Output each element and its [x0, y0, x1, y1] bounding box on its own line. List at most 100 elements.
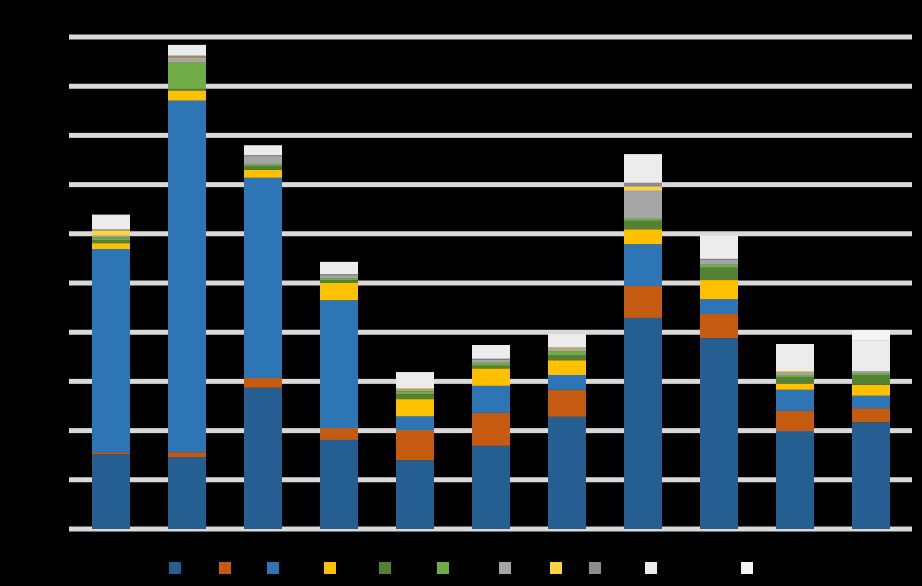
bar-segment: [700, 235, 738, 259]
bar-segment: [548, 349, 586, 352]
bar-segment: [700, 267, 738, 281]
bar-segment: [320, 439, 358, 529]
bar-segment: [168, 44, 206, 56]
bar-segment: [776, 383, 814, 390]
bar-segment: [396, 399, 434, 417]
bar-segment: [776, 376, 814, 384]
bar-segment: [776, 410, 814, 432]
bar-segment: [168, 90, 206, 101]
legend-swatch: [219, 562, 231, 574]
bar-segment: [776, 431, 814, 529]
bar-segment: [624, 220, 662, 230]
bar-segment: [624, 154, 662, 183]
bar-segment: [92, 243, 130, 250]
bar-segment: [624, 182, 662, 187]
bar-segment: [700, 313, 738, 339]
legend-swatch: [741, 562, 753, 574]
bar-segment: [168, 452, 206, 458]
bar-segment: [700, 299, 738, 314]
bar-segment: [320, 278, 358, 281]
bar-segment: [472, 344, 510, 359]
legend-swatch: [324, 562, 336, 574]
bar-segment: [244, 155, 282, 157]
bar-segment: [852, 373, 890, 376]
bar-segment: [548, 375, 586, 390]
bar-segment: [700, 258, 738, 260]
bar-segment: [548, 347, 586, 349]
bar-segment: [396, 430, 434, 461]
bar-segment: [548, 351, 586, 356]
bar-segment: [320, 300, 358, 429]
bar-segment: [168, 58, 206, 63]
bar-segment: [776, 389, 814, 411]
bar-segment: [244, 156, 282, 164]
bar-segment: [396, 391, 434, 395]
bar-segment: [852, 384, 890, 396]
bar-segment: [624, 190, 662, 219]
bar-segment: [472, 412, 510, 446]
bar-segment: [700, 280, 738, 300]
bar-segment: [244, 145, 282, 156]
bar-segment: [92, 249, 130, 453]
bar-segment: [320, 428, 358, 440]
bar-segment: [472, 359, 510, 363]
bar-segment: [472, 385, 510, 413]
bar-segment: [624, 317, 662, 529]
bar-segment: [852, 408, 890, 423]
bar-segment: [472, 358, 510, 360]
bar-segment: [776, 375, 814, 377]
legend-swatch: [589, 562, 601, 574]
bar-segment: [548, 355, 586, 361]
bar-segment: [168, 57, 206, 59]
bar-segment: [168, 62, 206, 89]
bar-segment: [852, 395, 890, 409]
bar-segment: [92, 452, 130, 455]
bar-segment: [168, 457, 206, 529]
bar-segment: [624, 229, 662, 245]
bar-segment: [92, 235, 130, 238]
bar-segment: [472, 362, 510, 366]
bar-segment: [396, 460, 434, 529]
bar-segment: [548, 360, 586, 376]
bar-segment: [244, 163, 282, 166]
bar-segment: [548, 334, 586, 348]
bar-segment: [624, 218, 662, 221]
bar-segment: [244, 387, 282, 529]
legend-swatch: [437, 562, 449, 574]
bar-segment: [244, 177, 282, 378]
bar-segment: [852, 371, 890, 374]
legend-swatch: [169, 562, 181, 574]
bar-segment: [396, 372, 434, 389]
legend-swatch: [499, 562, 511, 574]
bar-segment: [852, 422, 890, 529]
bar-segment: [244, 165, 282, 170]
bar-segment: [700, 338, 738, 529]
bar-segment: [92, 237, 130, 241]
bar-segment: [92, 230, 130, 236]
bar-segment: [168, 100, 206, 453]
bar-segment: [624, 285, 662, 318]
bar-segment: [92, 214, 130, 230]
bar-segment: [92, 229, 130, 231]
bar-segment: [548, 389, 586, 417]
bar-segment: [852, 340, 890, 372]
bar-segment: [320, 275, 358, 279]
bar-segment: [320, 261, 358, 275]
bar-segment: [396, 394, 434, 400]
bar-segment: [244, 377, 282, 388]
bar-segment: [472, 368, 510, 386]
bar-segment: [168, 88, 206, 91]
bar-segment: [624, 186, 662, 191]
bar-segment: [320, 280, 358, 283]
bar-segment: [700, 264, 738, 268]
bar-segment: [852, 330, 890, 341]
bar-segment: [472, 365, 510, 369]
bar-segment: [396, 416, 434, 431]
legend-swatch: [267, 562, 279, 574]
bar-segment: [396, 388, 434, 390]
bar-segment: [320, 274, 358, 276]
legend-swatch: [645, 562, 657, 574]
bar-segment: [776, 344, 814, 372]
bar-segment: [548, 416, 586, 529]
